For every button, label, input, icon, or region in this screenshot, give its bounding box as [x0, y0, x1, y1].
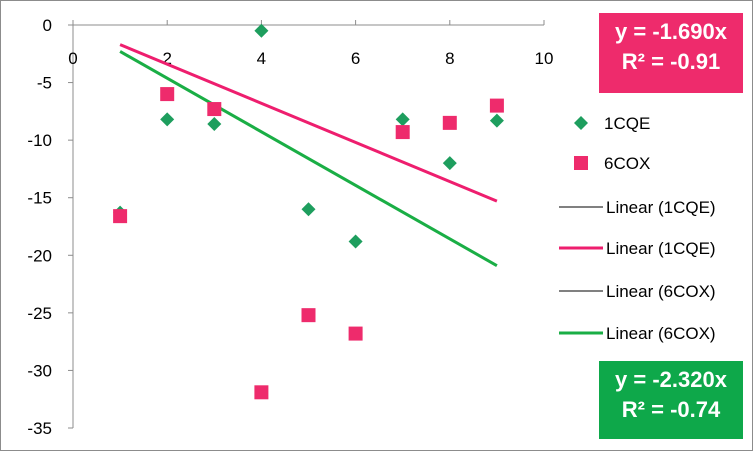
equation-box-6cox: y = -2.320x R² = -0.74 — [599, 361, 743, 439]
point-1cqe — [489, 113, 504, 128]
trendline-6cox — [119, 50, 498, 267]
y-tick-label: -10 — [27, 131, 52, 150]
y-tick-label: -30 — [27, 361, 52, 380]
point-6cox — [113, 209, 128, 224]
legend-label: Linear (6COX) — [606, 324, 716, 343]
point-1cqe — [442, 156, 457, 171]
point-6cox — [395, 125, 410, 140]
trendline-1cqe — [119, 43, 498, 203]
point-6cox — [348, 326, 363, 341]
point-6cox — [160, 87, 175, 102]
y-tick-label: -20 — [27, 246, 52, 265]
point-6cox — [301, 308, 316, 323]
x-tick-label: 6 — [351, 49, 360, 68]
point-1cqe — [254, 23, 269, 38]
equation-text-6cox: y = -2.320x — [615, 367, 727, 392]
legend-label: 6COX — [604, 154, 650, 173]
equation-text-1cqe: y = -1.690x — [615, 19, 727, 44]
y-tick-label: -25 — [27, 304, 52, 323]
y-tick-label: -15 — [27, 189, 52, 208]
legend-label: Linear (6COX) — [606, 282, 716, 301]
point-6cox — [254, 385, 269, 400]
point-6cox — [489, 98, 504, 113]
point-1cqe — [207, 117, 222, 132]
point-1cqe — [160, 112, 175, 127]
legend-label: Linear (1CQE) — [606, 198, 716, 217]
legend-label: 1CQE — [604, 114, 650, 133]
y-tick-label: -5 — [37, 74, 52, 93]
point-6cox — [207, 102, 222, 117]
legend-marker-diamond — [574, 116, 588, 130]
point-1cqe — [395, 112, 410, 127]
y-tick-label: 0 — [43, 16, 52, 35]
y-tick-label: -35 — [27, 419, 52, 438]
x-tick-label: 0 — [68, 49, 77, 68]
point-1cqe — [348, 234, 363, 249]
equation-box-1cqe: y = -1.690x R² = -0.91 — [599, 13, 743, 93]
legend-marker-square — [574, 156, 588, 170]
point-1cqe — [301, 202, 316, 217]
x-tick-label: 4 — [257, 49, 266, 68]
x-tick-label: 8 — [445, 49, 454, 68]
x-tick-label: 2 — [162, 49, 171, 68]
r2-text-1cqe: R² = -0.91 — [621, 49, 721, 74]
legend-label: Linear (1CQE) — [606, 239, 716, 258]
point-6cox — [442, 115, 457, 130]
x-tick-label: 10 — [535, 49, 554, 68]
r2-text-6cox: R² = -0.74 — [621, 397, 721, 422]
